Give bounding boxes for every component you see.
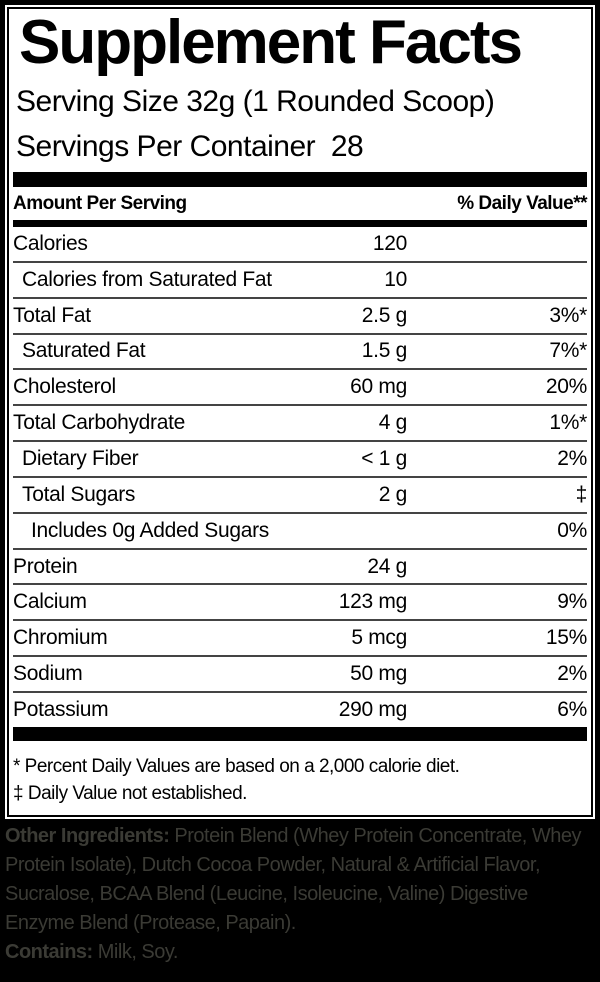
nutrient-table: Calories 120 Calories from Saturated Fat…: [13, 227, 587, 727]
nutrient-amount: 10: [384, 267, 407, 291]
table-row: Calories from Saturated Fat 10: [13, 263, 587, 299]
contains-paragraph: Contains: Milk, Soy.: [5, 938, 597, 967]
nutrient-name: Includes 0g Added Sugars: [31, 518, 269, 542]
nutrient-name: Protein: [13, 554, 78, 578]
nutrient-amount: 24 g: [367, 554, 407, 578]
nutrient-daily-value: 7%*: [549, 339, 587, 363]
nutrient-amount: 4 g: [378, 411, 408, 435]
footnote-daily-value-not-established: ‡ Daily Value not established.: [13, 782, 247, 804]
nutrient-amount: 123 mg: [338, 590, 408, 614]
table-row: Includes 0g Added Sugars 0%: [13, 514, 587, 550]
nutrient-name: Calories: [13, 231, 88, 255]
serving-info: Serving Size 32g (1 Rounded Scoop) Servi…: [16, 79, 587, 169]
nutrient-amount: 50 mg: [350, 662, 407, 686]
divider-bar-top: [13, 172, 587, 187]
nutrient-name: Calories from Saturated Fat: [22, 267, 272, 291]
nutrient-daily-value: 15%: [545, 626, 587, 650]
table-row: Potassium 290 mg 6%: [13, 693, 587, 727]
contains-label: Contains:: [5, 941, 93, 963]
table-row: Dietary Fiber < 1 g 2%: [13, 442, 587, 478]
table-row: Cholesterol 60 mg 20%: [13, 370, 587, 407]
table-row: Calories 120: [13, 227, 587, 263]
nutrient-amount: 290 mg: [338, 697, 408, 721]
nutrient-daily-value: 6%: [557, 697, 587, 721]
supplement-facts-panel: Supplement Facts Serving Size 32g (1 Rou…: [5, 5, 595, 819]
nutrient-name: Dietary Fiber: [22, 446, 139, 470]
nutrient-name: Sodium: [13, 662, 83, 686]
table-row: Chromium 5 mcg 15%: [13, 621, 587, 658]
nutrient-amount: < 1 g: [361, 446, 407, 470]
footnotes: * Percent Daily Values are based on a 2,…: [13, 753, 587, 807]
footnote-percent-daily-values: * Percent Daily Values are based on a 2,…: [13, 755, 460, 777]
nutrient-daily-value: 0%: [557, 518, 587, 542]
table-row: Saturated Fat 1.5 g 7%*: [13, 335, 587, 371]
nutrient-name: Cholesterol: [13, 375, 116, 399]
nutrient-amount: 5 mcg: [351, 626, 407, 650]
nutrient-name: Saturated Fat: [22, 339, 146, 363]
nutrient-daily-value: 1%*: [549, 411, 587, 435]
nutrient-name: Total Carbohydrate: [13, 411, 186, 435]
amount-per-serving-header: Amount Per Serving: [13, 192, 187, 214]
nutrient-amount: 60 mg: [350, 375, 407, 399]
nutrient-daily-value: 9%: [557, 590, 587, 614]
daily-value-header: % Daily Value**: [457, 192, 587, 214]
nutrient-amount: 2.5 g: [361, 303, 408, 327]
divider-bar-header: [13, 220, 587, 227]
other-ingredients-paragraph: Other Ingredients: Protein Blend (Whey P…: [5, 822, 597, 938]
divider-bar-bottom: [13, 726, 587, 741]
contains-text: Milk, Soy.: [92, 941, 179, 963]
other-ingredients-label: Other Ingredients:: [5, 825, 170, 847]
other-ingredients-text: Protein Blend (Whey Protein Concentrate,…: [5, 825, 582, 934]
nutrient-name: Total Fat: [13, 303, 91, 327]
table-row: Sodium 50 mg 2%: [13, 657, 587, 693]
nutrient-name: Calcium: [13, 590, 87, 614]
nutrient-amount: 1.5 g: [361, 339, 408, 363]
nutrient-daily-value: ‡: [575, 482, 588, 506]
nutrient-name: Total Sugars: [22, 482, 136, 506]
table-row: Total Carbohydrate 4 g 1%*: [13, 406, 587, 443]
nutrient-daily-value: 2%: [557, 446, 587, 470]
nutrient-daily-value: 3%*: [549, 303, 587, 327]
table-row: Total Fat 2.5 g 3%*: [13, 299, 587, 335]
table-row: Protein 24 g: [13, 550, 587, 586]
table-row: Calcium 123 mg 9%: [13, 585, 587, 622]
servings-per-container-line: Servings Per Container 28: [16, 130, 364, 163]
nutrient-amount: 2 g: [378, 482, 408, 506]
serving-size-line: Serving Size 32g (1 Rounded Scoop): [16, 85, 495, 118]
nutrient-amount: 120: [372, 231, 407, 255]
table-header: Amount Per Serving % Daily Value**: [13, 187, 587, 220]
panel-title: Supplement Facts: [19, 8, 523, 77]
nutrient-daily-value: 2%: [557, 662, 587, 686]
nutrient-daily-value: 20%: [545, 375, 587, 399]
table-row: Total Sugars 2 g ‡: [13, 478, 587, 514]
nutrient-name: Potassium: [13, 697, 109, 721]
other-ingredients-section: Other Ingredients: Protein Blend (Whey P…: [5, 822, 597, 967]
nutrient-name: Chromium: [13, 626, 108, 650]
